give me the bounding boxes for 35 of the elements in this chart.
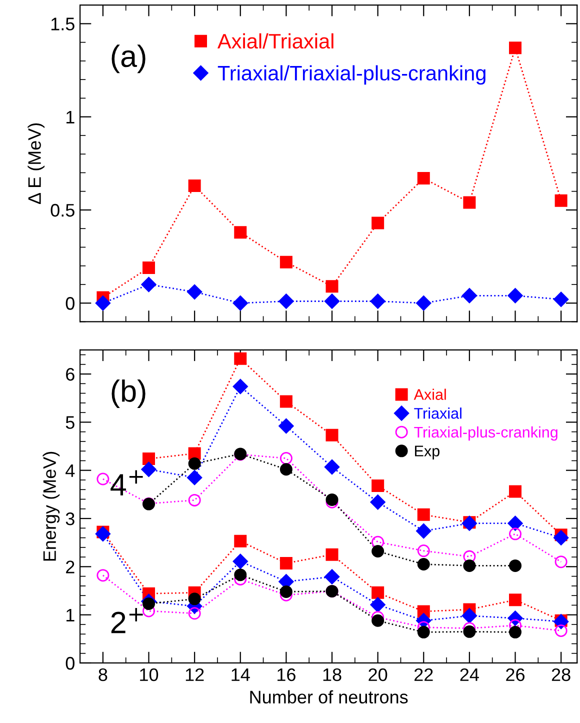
annotation: 2$^{+}$ [111, 608, 143, 634]
x-tick-label: 12 [186, 668, 204, 681]
x-tick-label: 28 [552, 668, 570, 682]
y-tick-label: 0 [66, 297, 74, 310]
legend-label: Triaxial [414, 408, 462, 419]
legend-label: Axial/Triaxial [217, 33, 334, 49]
annotation: (b) [112, 380, 146, 408]
x-axis-title: Number of neutrons [250, 690, 408, 704]
x-tick-label: 24 [460, 668, 479, 681]
x-tick-label: 26 [506, 668, 525, 682]
y-tick-label: 1.5 [51, 18, 74, 30]
legend-label: Exp [415, 446, 440, 460]
y-axis-title: Δ E (MeV) [28, 123, 45, 204]
annotation: 4$^{+}$ [110, 470, 143, 496]
y-tick-label: 3 [66, 512, 74, 526]
x-tick-label: 10 [140, 668, 158, 682]
y-tick-label: 6 [66, 368, 74, 381]
y-tick-label: 5 [66, 416, 74, 429]
x-tick-label: 16 [278, 668, 296, 682]
legend-label: Axial [414, 388, 446, 400]
y-axis-title: Energy (MeV) [42, 452, 60, 561]
x-tick-label: 20 [368, 668, 388, 682]
y-tick-label: 0 [66, 656, 74, 670]
legend-label: Triaxial/Triaxial-plus-cranking [218, 65, 486, 85]
y-tick-label: 0.5 [50, 204, 74, 217]
y-tick-label: 4 [66, 464, 75, 477]
x-tick-label: 14 [232, 668, 250, 681]
x-tick-label: 18 [323, 668, 342, 682]
legend-label: Triaxial-plus-cranking [414, 426, 558, 441]
y-tick-label: 1 [66, 110, 74, 124]
y-tick-label: 1 [66, 608, 74, 622]
x-tick-label: 8 [98, 668, 108, 682]
y-tick-label: 2 [66, 560, 74, 574]
annotation: (a) [112, 44, 146, 74]
x-tick-label: 22 [414, 668, 433, 681]
